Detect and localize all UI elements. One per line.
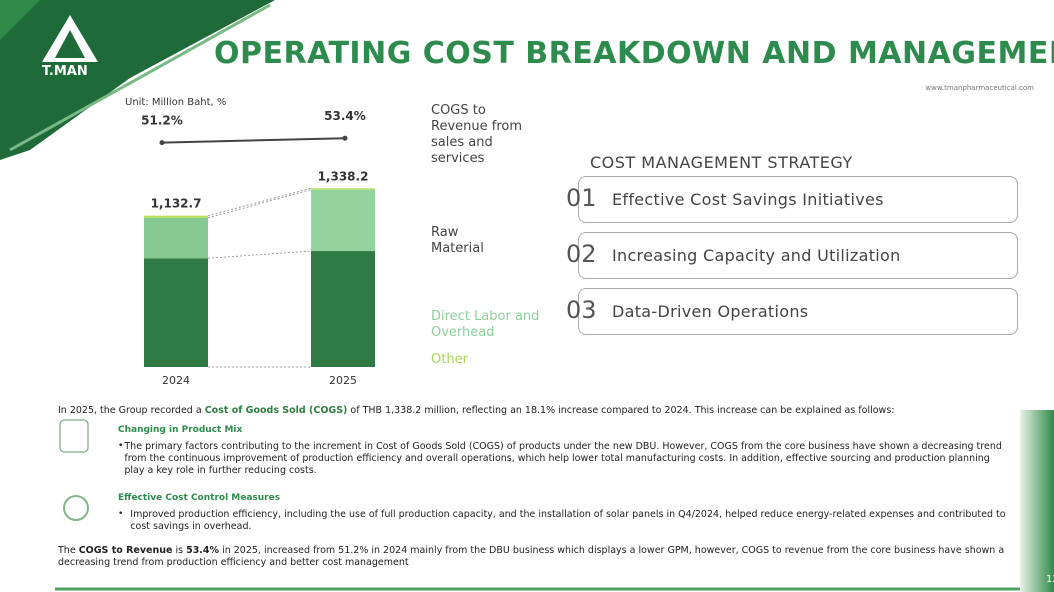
bar-segment	[311, 189, 375, 252]
paragraph: In 2025, the Group recorded a Cost of Go…	[58, 405, 1008, 417]
total-label: 1,338.2	[318, 169, 369, 183]
x-tick-label: 2025	[329, 374, 357, 387]
legend-other: Other	[431, 352, 468, 367]
icon-mix	[59, 419, 89, 453]
legend-ratio: COGS to Revenue from sales and services	[431, 103, 522, 166]
ratio-label: 51.2%	[141, 114, 183, 128]
strategy-box	[578, 232, 1018, 279]
text: is	[172, 545, 187, 556]
bold-text: Cost of Goods Sold (COGS)	[204, 405, 348, 416]
connector	[207, 250, 312, 259]
strategy-text: Data-Driven Operations	[612, 302, 809, 321]
total-label: 1,132.7	[151, 197, 202, 211]
connector	[207, 189, 312, 219]
bullet-text: Improved production efficiency, includin…	[130, 509, 1006, 532]
bullet-text: The primary factors contributing to the …	[124, 441, 1002, 476]
strategy-number: 01	[566, 184, 597, 212]
strategy-number: 03	[566, 296, 597, 324]
bold-text: COGS to Revenue	[78, 545, 173, 556]
bar-segment	[311, 188, 375, 190]
ratio-point	[159, 140, 165, 146]
ratio-label: 53.4%	[324, 109, 366, 123]
icon-cost	[63, 495, 89, 521]
bold-text: 53.4%	[186, 545, 220, 556]
x-tick-label: 2024	[162, 374, 190, 387]
logo-inner	[55, 30, 85, 58]
section-heading: Effective Cost Control Measures	[118, 493, 281, 503]
section: Changing in Product Mix • The primary fact…	[118, 425, 1008, 477]
ratio-line	[161, 137, 346, 144]
section-heading: Changing in Product Mix	[118, 425, 243, 435]
strategy-text: Effective Cost Savings Initiatives	[612, 190, 884, 209]
strategy-box	[578, 176, 1018, 223]
bar-segment	[311, 251, 375, 367]
side-block	[1020, 410, 1054, 592]
bullet-row: • Improved production efficiency, includi…	[118, 509, 1008, 533]
slide-title: OPERATING COST BREAKDOWN AND MANAGEMENT	[214, 36, 1054, 71]
website: www.tmanpharmaceutical.com	[925, 84, 1034, 92]
bullet-dot: •	[118, 441, 124, 451]
diagonal	[9, 3, 271, 152]
page-number: 12	[1046, 574, 1054, 585]
bullet-row: • The primary factors contributing to the…	[118, 441, 1008, 477]
connector	[207, 187, 312, 217]
bar-segment	[144, 217, 208, 259]
unit-label: Unit: Million Baht, %	[125, 97, 227, 108]
ratio-point	[342, 135, 348, 141]
legend-labor: Direct Labor and Overhead	[431, 309, 540, 340]
text: of THB 1,338.2 million, reflecting an 18…	[347, 405, 895, 416]
strategy-text: Increasing Capacity and Utilization	[612, 246, 901, 265]
section: Effective Cost Control Measures • Improved…	[118, 493, 1008, 533]
text: In 2025, the Group recorded a	[58, 405, 205, 416]
strategy-number: 02	[566, 240, 597, 268]
strategy-title: COST MANAGEMENT STRATEGY	[590, 153, 853, 172]
chart: 2024 1,132.7 2025 1,338.2 51.2% 53.4%	[141, 109, 375, 387]
bar-segment	[144, 215, 208, 218]
corner-accent	[0, 0, 40, 40]
logo-text: T.MAN	[42, 64, 88, 79]
bar-segment	[144, 258, 208, 367]
paragraph: The COGS to Revenue is 53.4% in 2025, in…	[58, 545, 1008, 569]
text: The	[58, 545, 79, 556]
body-text: In 2025, the Group recorded a Cost of Go…	[58, 405, 1008, 569]
bullet-dot: •	[118, 509, 124, 519]
strategy-box	[578, 288, 1018, 335]
legend-raw: Raw Material	[431, 225, 484, 256]
text: in 2025, increased from 51.2% in 2024 ma…	[58, 545, 1005, 568]
